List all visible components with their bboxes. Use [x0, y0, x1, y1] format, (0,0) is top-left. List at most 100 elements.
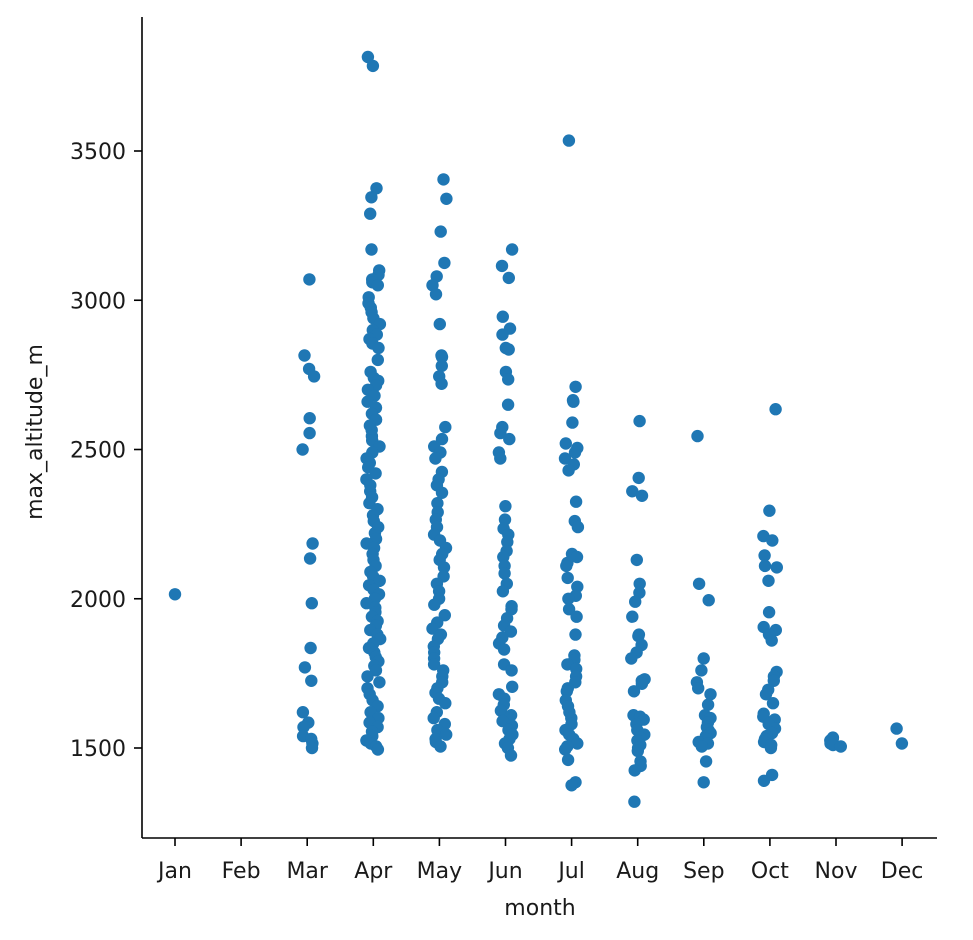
data-point-sep — [701, 698, 715, 711]
x-tick-label-may: May — [417, 859, 462, 884]
data-point-apr — [370, 182, 383, 195]
x-tick-label-oct: Oct — [751, 859, 789, 884]
data-point-aug — [635, 489, 649, 502]
data-point-jul — [570, 610, 583, 623]
data-point-jul — [562, 603, 576, 616]
data-point-mar — [305, 741, 319, 755]
data-point-jul — [571, 737, 584, 750]
data-point-jun — [494, 452, 507, 465]
data-point-jul — [567, 395, 580, 408]
data-point-jul — [559, 437, 572, 450]
data-point-jun — [501, 398, 515, 411]
data-point-oct — [763, 504, 776, 517]
ticks-layer: 1500 2000 2500 3000 3500 Jan Feb Mar Apr May Jun Ju… — [70, 140, 923, 884]
data-point-jun — [498, 567, 511, 580]
data-point-jul — [565, 779, 578, 792]
data-point-sep — [692, 577, 706, 590]
data-point-jun — [494, 426, 507, 440]
data-point-may — [435, 359, 448, 373]
data-point-may — [435, 432, 449, 446]
data-point-jul — [561, 753, 575, 767]
data-point-may — [435, 350, 449, 364]
x-tick-label-feb: Feb — [222, 859, 261, 884]
x-tick-label-aug: Aug — [616, 859, 659, 884]
y-tick-label: 3000 — [70, 289, 126, 314]
data-point-jun — [506, 680, 519, 693]
y-tick-label: 3500 — [70, 140, 126, 165]
x-tick-label-mar: Mar — [286, 859, 328, 884]
data-point-jun — [495, 259, 509, 273]
data-point-oct — [762, 574, 775, 587]
data-point-may — [429, 288, 443, 301]
data-point-mar — [303, 426, 316, 440]
data-point-oct — [757, 774, 771, 787]
data-point-jul — [570, 550, 584, 564]
data-point-sep — [695, 740, 708, 753]
data-point-aug — [635, 677, 649, 690]
data-point-mar — [303, 273, 316, 286]
data-point-apr — [371, 279, 384, 292]
data-point-jul — [561, 571, 574, 585]
data-point-may — [439, 420, 452, 434]
data-point-oct — [758, 549, 771, 562]
data-point-mar — [305, 597, 318, 610]
data-point-jul — [562, 592, 575, 605]
data-point-aug — [626, 610, 639, 623]
data-point-aug — [629, 595, 642, 608]
data-point-may — [438, 256, 451, 270]
data-point-may — [437, 173, 450, 186]
data-point-oct — [765, 634, 778, 647]
data-point-apr — [371, 743, 385, 756]
data-point-jul — [569, 495, 583, 508]
data-point-mar — [297, 720, 310, 734]
data-point-jun — [501, 535, 514, 549]
data-point-jun — [504, 749, 518, 762]
data-point-may — [427, 711, 440, 725]
data-point-jun — [497, 643, 511, 656]
data-point-aug — [633, 414, 646, 428]
data-point-aug — [626, 485, 639, 498]
axes-layer — [141, 17, 937, 839]
data-point-mar — [296, 706, 310, 719]
data-point-may — [434, 225, 447, 238]
data-point-may — [440, 728, 453, 741]
data-point-dec — [895, 737, 909, 750]
data-point-jun — [505, 664, 518, 677]
data-point-oct — [758, 559, 772, 573]
data-point-nov — [834, 740, 847, 753]
data-point-jun — [502, 343, 515, 356]
data-point-dec — [890, 722, 903, 735]
data-point-aug — [633, 577, 646, 590]
data-point-jul — [562, 464, 575, 477]
data-point-sep — [692, 682, 705, 695]
data-point-sep — [702, 594, 715, 607]
data-point-may — [437, 561, 451, 574]
y-tick-label: 1500 — [70, 737, 126, 762]
data-point-jun — [496, 310, 509, 323]
y-axis-label: max_altitude_m — [23, 344, 48, 520]
data-point-oct — [766, 697, 780, 710]
data-point-apr — [369, 467, 382, 480]
data-point-may — [440, 192, 453, 205]
x-axis-label: month — [504, 896, 575, 921]
data-point-oct — [764, 741, 778, 755]
data-point-may — [438, 609, 451, 622]
data-point-sep — [697, 776, 710, 789]
data-point-mar — [306, 537, 319, 550]
data-point-jul — [559, 743, 572, 756]
data-point-jul — [571, 520, 585, 534]
data-point-may — [429, 452, 442, 465]
x-tick-label-sep: Sep — [683, 859, 724, 884]
data-point-apr — [373, 676, 386, 689]
data-point-oct — [759, 688, 773, 701]
data-point-jul — [558, 452, 572, 465]
data-point-sep — [699, 755, 713, 768]
data-point-may — [431, 497, 444, 510]
y-tick-label: 2000 — [70, 588, 126, 613]
data-point-may — [439, 697, 452, 710]
data-point-apr — [365, 191, 378, 204]
data-point-jun — [502, 271, 515, 285]
data-point-mar — [305, 674, 318, 687]
